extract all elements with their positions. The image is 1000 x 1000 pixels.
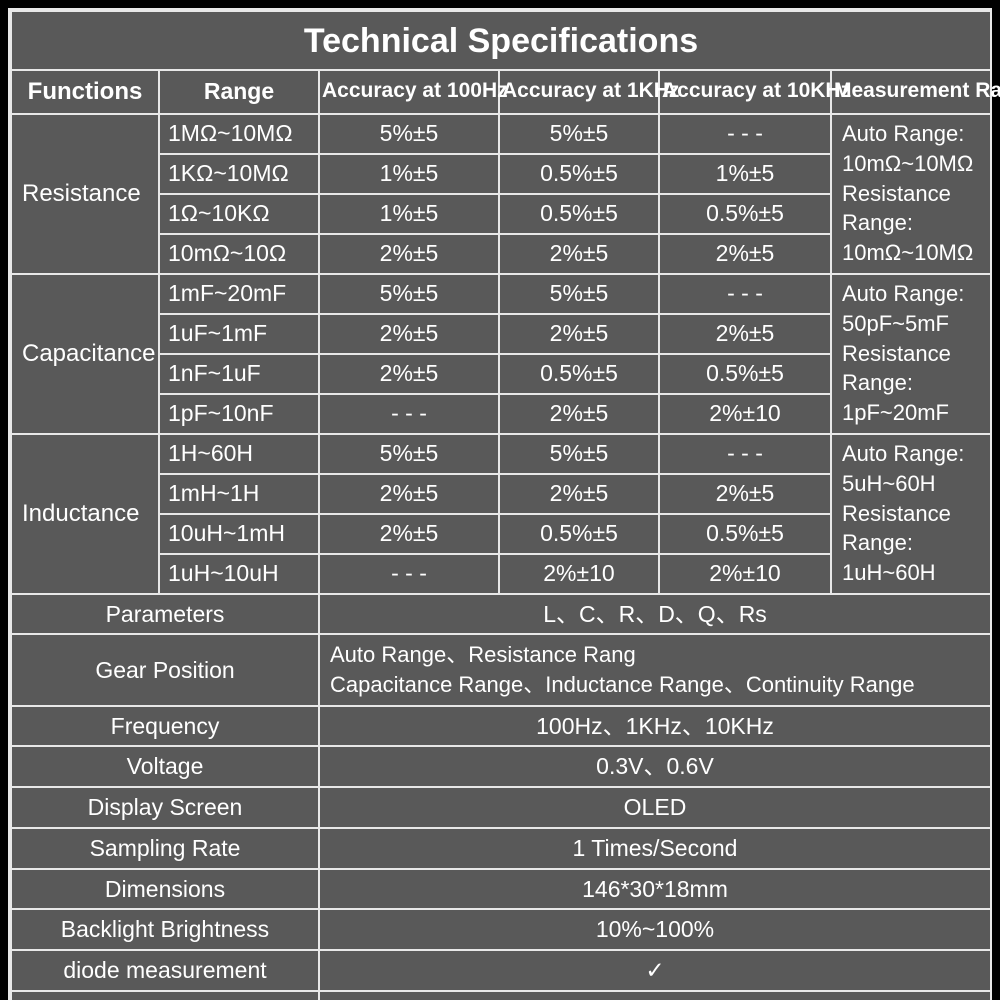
acc-1khz-cell: 0.5%±5 [499, 354, 659, 394]
measurement-range-cell: Auto Range:50pF~5mFResistance Range:1pF~… [831, 274, 991, 434]
hdr-measurement-range: Measurement Range [831, 70, 991, 114]
acc-100hz-cell: - - - [319, 554, 499, 594]
acc-1khz-cell: 2%±5 [499, 474, 659, 514]
spec-label: Gear Position [11, 634, 319, 705]
spec-value: OLED [319, 787, 991, 828]
range-cell: 1mH~1H [159, 474, 319, 514]
spec-label: Charging specifications [11, 991, 319, 1000]
spec-label: Frequency [11, 706, 319, 747]
acc-100hz-cell: 5%±5 [319, 274, 499, 314]
acc-100hz-cell: - - - [319, 394, 499, 434]
range-cell: 1MΩ~10MΩ [159, 114, 319, 154]
range-cell: 1uF~1mF [159, 314, 319, 354]
acc-1khz-cell: 5%±5 [499, 274, 659, 314]
hdr-range: Range [159, 70, 319, 114]
acc-10khz-cell: - - - [659, 274, 831, 314]
acc-10khz-cell: 2%±5 [659, 234, 831, 274]
range-cell: 1Ω~10KΩ [159, 194, 319, 234]
spec-label: Backlight Brightness [11, 909, 319, 950]
function-inductance: Inductance [11, 434, 159, 594]
acc-10khz-cell: 2%±5 [659, 474, 831, 514]
hdr-functions: Functions [11, 70, 159, 114]
range-cell: 1pF~10nF [159, 394, 319, 434]
acc-100hz-cell: 5%±5 [319, 434, 499, 474]
acc-10khz-cell: 0.5%±5 [659, 194, 831, 234]
spec-value: ✓ [319, 950, 991, 991]
spec-value: 100Hz、1KHz、10KHz [319, 706, 991, 747]
acc-1khz-cell: 0.5%±5 [499, 514, 659, 554]
measurement-range-cell: Auto Range:10mΩ~10MΩResistance Range:10m… [831, 114, 991, 274]
spec-value: L、C、R、D、Q、Rs [319, 594, 991, 635]
spec-label: Display Screen [11, 787, 319, 828]
hdr-acc-1khz: Accuracy at 1KHz [499, 70, 659, 114]
range-cell: 1H~60H [159, 434, 319, 474]
acc-1khz-cell: 0.5%±5 [499, 154, 659, 194]
hdr-acc-10khz: Accuracy at 10KHz [659, 70, 831, 114]
spec-label: Voltage [11, 746, 319, 787]
spec-value: 10%~100% [319, 909, 991, 950]
acc-10khz-cell: 1%±5 [659, 154, 831, 194]
acc-100hz-cell: 2%±5 [319, 514, 499, 554]
acc-100hz-cell: 1%±5 [319, 194, 499, 234]
range-cell: 1KΩ~10MΩ [159, 154, 319, 194]
acc-10khz-cell: 2%±10 [659, 394, 831, 434]
acc-10khz-cell: 2%±5 [659, 314, 831, 354]
spec-value: 1 Times/Second [319, 828, 991, 869]
range-cell: 10mΩ~10Ω [159, 234, 319, 274]
acc-1khz-cell: 2%±10 [499, 554, 659, 594]
acc-100hz-cell: 2%±5 [319, 314, 499, 354]
acc-10khz-cell: 2%±10 [659, 554, 831, 594]
acc-100hz-cell: 2%±5 [319, 354, 499, 394]
measurement-range-cell: Auto Range:5uH~60HResistance Range:1uH~6… [831, 434, 991, 594]
hdr-acc-100hz: Accuracy at 100Hz [319, 70, 499, 114]
spec-label: Parameters [11, 594, 319, 635]
acc-10khz-cell: 0.5%±5 [659, 514, 831, 554]
acc-10khz-cell: - - - [659, 114, 831, 154]
acc-100hz-cell: 2%±5 [319, 474, 499, 514]
spec-value: 146*30*18mm [319, 869, 991, 910]
acc-100hz-cell: 1%±5 [319, 154, 499, 194]
range-cell: 10uH~1mH [159, 514, 319, 554]
acc-1khz-cell: 2%±5 [499, 314, 659, 354]
acc-1khz-cell: 5%±5 [499, 434, 659, 474]
range-cell: 1nF~1uF [159, 354, 319, 394]
spec-value: 0.3V、0.6V [319, 746, 991, 787]
range-cell: 1uH~10uH [159, 554, 319, 594]
spec-label: Dimensions [11, 869, 319, 910]
acc-1khz-cell: 2%±5 [499, 234, 659, 274]
spec-table-wrap: Technical SpecificationsFunctionsRangeAc… [8, 8, 992, 1000]
spec-label: Sampling Rate [11, 828, 319, 869]
acc-10khz-cell: 0.5%±5 [659, 354, 831, 394]
table-title: Technical Specifications [11, 11, 991, 70]
function-capacitance: Capacitance [11, 274, 159, 434]
acc-10khz-cell: - - - [659, 434, 831, 474]
acc-1khz-cell: 2%±5 [499, 394, 659, 434]
function-resistance: Resistance [11, 114, 159, 274]
acc-100hz-cell: 2%±5 [319, 234, 499, 274]
acc-1khz-cell: 5%±5 [499, 114, 659, 154]
spec-table: Technical SpecificationsFunctionsRangeAc… [10, 10, 992, 1000]
range-cell: 1mF~20mF [159, 274, 319, 314]
spec-value: ✓ [319, 991, 991, 1000]
acc-100hz-cell: 5%±5 [319, 114, 499, 154]
acc-1khz-cell: 0.5%±5 [499, 194, 659, 234]
spec-label: diode measurement [11, 950, 319, 991]
spec-value: Auto Range、Resistance RangCapacitance Ra… [319, 634, 991, 705]
